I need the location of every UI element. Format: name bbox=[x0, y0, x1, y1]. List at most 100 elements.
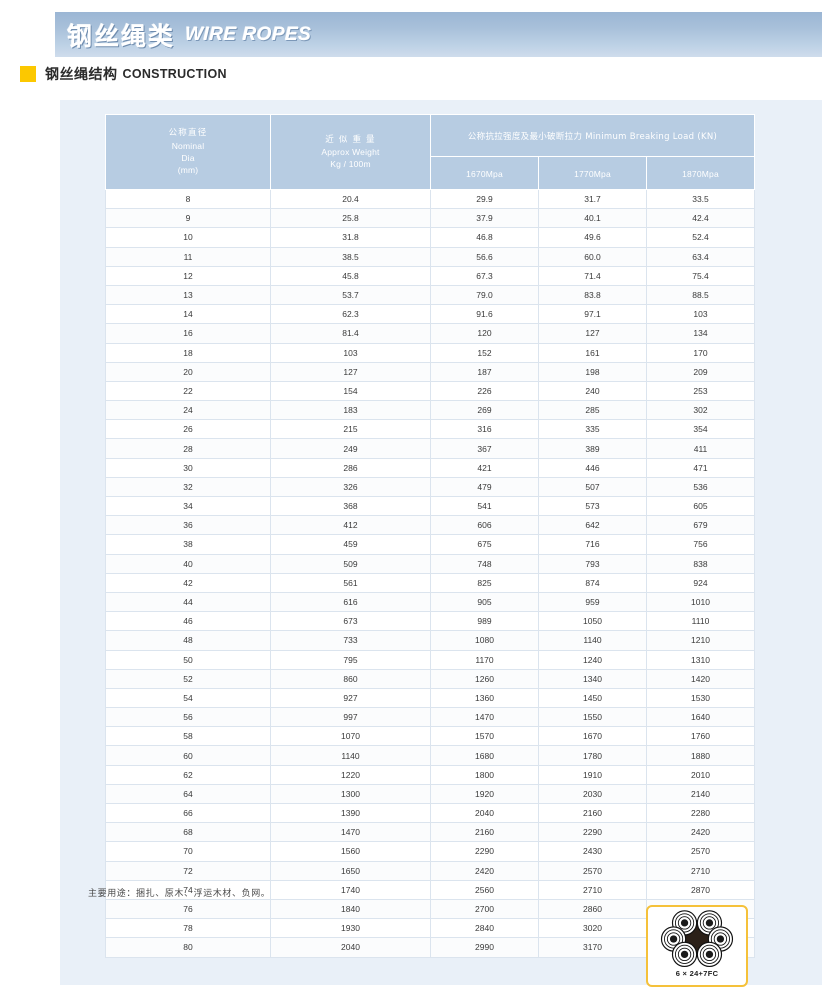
table-cell: 103 bbox=[646, 304, 755, 325]
table-cell: 561 bbox=[270, 572, 431, 593]
table-cell: 2710 bbox=[646, 860, 755, 881]
table-cell: 52 bbox=[105, 668, 271, 689]
header-1670mpa-text: 1670Mpa bbox=[466, 168, 503, 179]
table-cell: 161 bbox=[538, 342, 647, 363]
table-cell: 31.7 bbox=[538, 188, 647, 210]
table-cell: 1360 bbox=[430, 687, 539, 709]
table-cell: 67.3 bbox=[430, 265, 539, 286]
table-cell: 302 bbox=[646, 400, 755, 421]
table-row: 11 38.5 56.6 60.0 63.4 bbox=[105, 246, 755, 267]
table-cell: 26 bbox=[105, 419, 271, 440]
table-row: 18 103 152 161 170 bbox=[105, 342, 755, 363]
table-cell: 1680 bbox=[430, 745, 539, 766]
table-cell: 793 bbox=[538, 553, 647, 574]
page-title-chinese: 钢丝绳类 bbox=[67, 21, 176, 51]
header-1870mpa-text: 1870Mpa bbox=[682, 168, 719, 179]
table-cell: 40.1 bbox=[538, 208, 647, 229]
table-cell: 2010 bbox=[646, 764, 755, 785]
table-cell: 860 bbox=[270, 668, 431, 689]
table-cell: 479 bbox=[430, 476, 539, 498]
table-cell: 72 bbox=[105, 860, 271, 881]
table-cell: 12 bbox=[105, 265, 271, 286]
table-cell: 605 bbox=[646, 495, 755, 517]
column-header-breaking-load: 公称抗拉强度及最小破断拉力 Minimum Breaking Load (KN) bbox=[430, 114, 755, 157]
table-row: 32 326 479 507 536 bbox=[105, 476, 755, 498]
table-cell: 716 bbox=[538, 534, 647, 555]
table-cell: 1450 bbox=[538, 687, 647, 709]
table-row: 36 412 606 642 679 bbox=[105, 515, 755, 536]
page-title-bar: 钢丝绳类 WIRE ROPES bbox=[55, 12, 822, 57]
rope-construction-label: 6 × 24+7FC bbox=[675, 969, 719, 978]
column-header-nominal-dia: 公称直径 Nominal Dia (mm) bbox=[105, 114, 271, 190]
table-cell: 2040 bbox=[430, 802, 539, 824]
table-cell: 75.4 bbox=[646, 265, 755, 286]
table-cell: 53.7 bbox=[270, 284, 431, 306]
table-cell: 326 bbox=[270, 476, 431, 498]
table-cell: 1240 bbox=[538, 649, 647, 670]
table-cell: 446 bbox=[538, 457, 647, 478]
header-1770mpa-text: 1770Mpa bbox=[574, 168, 611, 179]
table-cell: 1210 bbox=[646, 630, 755, 651]
table-cell: 1420 bbox=[646, 668, 755, 689]
table-cell: 13 bbox=[105, 284, 271, 306]
column-header-1770mpa: 1770Mpa bbox=[538, 155, 647, 191]
table-cell: 1550 bbox=[538, 707, 647, 728]
table-cell: 335 bbox=[538, 419, 647, 440]
table-cell: 74 bbox=[105, 879, 271, 900]
table-cell: 1840 bbox=[270, 898, 431, 920]
table-body: 8 20.4 29.9 31.7 33.5 9 25.8 37.9 40.1 42.4 10 31.8… bbox=[105, 188, 755, 958]
table-cell: 1070 bbox=[270, 726, 431, 747]
table-cell: 20 bbox=[105, 361, 271, 382]
table-cell: 62.3 bbox=[270, 304, 431, 325]
table-cell: 25.8 bbox=[270, 208, 431, 229]
table-cell: 927 bbox=[270, 687, 431, 709]
table-cell: 2710 bbox=[538, 879, 647, 900]
table-cell: 76 bbox=[105, 898, 271, 920]
table-cell: 38 bbox=[105, 534, 271, 555]
table-cell: 1140 bbox=[270, 745, 431, 766]
table-cell: 459 bbox=[270, 534, 431, 555]
header-dia-english-2: Dia bbox=[181, 153, 195, 163]
table-row: 60 1140 1680 1780 1880 bbox=[105, 745, 755, 766]
rope-cross-section-icon bbox=[660, 910, 734, 968]
table-cell: 2990 bbox=[430, 937, 539, 958]
table-cell: 269 bbox=[430, 400, 539, 421]
table-cell: 50 bbox=[105, 649, 271, 670]
table-cell: 874 bbox=[538, 572, 647, 593]
table-row: 68 1470 2160 2290 2420 bbox=[105, 822, 755, 843]
table-cell: 240 bbox=[538, 380, 647, 402]
table-cell: 1390 bbox=[270, 802, 431, 824]
table-row: 20 127 187 198 209 bbox=[105, 361, 755, 382]
table-cell: 71.4 bbox=[538, 265, 647, 286]
table-cell: 1470 bbox=[430, 707, 539, 728]
table-cell: 48 bbox=[105, 630, 271, 651]
table-cell: 1010 bbox=[646, 591, 755, 613]
header-dia-unit: (mm) bbox=[177, 165, 199, 176]
table-cell: 127 bbox=[538, 323, 647, 344]
table-cell: 1780 bbox=[538, 745, 647, 766]
table-cell: 1260 bbox=[430, 668, 539, 689]
table-header-row-primary: 公称直径 Nominal Dia (mm) 近 似 重 量 Approx Wei… bbox=[105, 114, 755, 190]
table-cell: 80 bbox=[105, 937, 271, 958]
table-row: 64 1300 1920 2030 2140 bbox=[105, 783, 755, 805]
table-cell: 88.5 bbox=[646, 284, 755, 306]
table-cell: 134 bbox=[646, 323, 755, 344]
table-cell: 31.8 bbox=[270, 227, 431, 248]
table-cell: 3020 bbox=[538, 918, 647, 939]
table-cell: 412 bbox=[270, 515, 431, 536]
table-cell: 1140 bbox=[538, 630, 647, 651]
table-cell: 8 bbox=[105, 188, 271, 210]
table-row: 10 31.8 46.8 49.6 52.4 bbox=[105, 227, 755, 248]
page-title-english: WIRE ROPES bbox=[184, 23, 312, 45]
table-cell: 24 bbox=[105, 400, 271, 421]
table-cell: 1300 bbox=[270, 783, 431, 805]
table-cell: 1640 bbox=[646, 707, 755, 728]
table-cell: 14 bbox=[105, 304, 271, 325]
table-cell: 905 bbox=[430, 591, 539, 613]
table-cell: 64 bbox=[105, 783, 271, 805]
specification-table-container: 公称直径 Nominal Dia (mm) 近 似 重 量 Approx Wei… bbox=[105, 114, 755, 958]
table-row: 38 459 675 716 756 bbox=[105, 534, 755, 555]
table-cell: 756 bbox=[646, 534, 755, 555]
table-cell: 1650 bbox=[270, 860, 431, 881]
table-cell: 2420 bbox=[646, 822, 755, 843]
